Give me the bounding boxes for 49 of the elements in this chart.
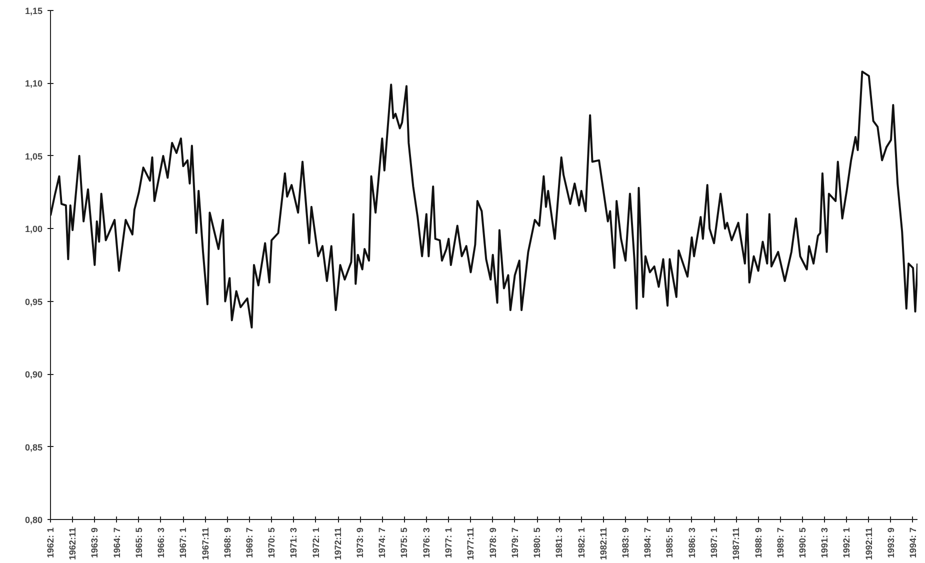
x-tick-label: 1962:11 [68,527,78,560]
x-tick-label: 1976: 3 [421,527,432,558]
x-tick-label: 1982:11 [598,527,608,560]
y-tick-label: 0,85 [24,442,43,452]
x-tick-label: 1994: 7 [908,527,918,558]
x-tick-label: 1978: 9 [488,527,498,558]
x-tick-label: 1970: 5 [266,527,277,558]
x-tick-label: 1973: 9 [355,527,366,558]
x-tick-label: 1969: 7 [244,527,254,558]
x-tick-label: 1980: 5 [532,527,542,558]
y-tick-label: 1,15 [24,6,43,16]
x-tick-label: 1972: 1 [310,527,321,558]
x-tick-label: 1977:11 [466,527,476,560]
x-tick-label: 1974: 7 [377,527,388,558]
x-tick-label: 1988: 9 [753,527,764,558]
x-tick-label: 1972:11 [333,527,344,560]
x-tick-label: 1987:11 [731,527,742,560]
line-series [50,70,918,329]
x-tick-label: 1989: 7 [775,527,786,558]
x-tick-label: 1992: 1 [842,527,852,558]
x-tick-label: 1993: 9 [886,527,896,558]
y-tick-label: 0,80 [24,515,43,525]
x-tick-label: 1967: 1 [178,527,188,558]
x-tick-label: 1966: 3 [156,527,166,558]
x-tick-label: 1987: 1 [709,527,720,558]
x-tick-label: 1991: 3 [819,527,830,558]
x-tick-label: 1985: 5 [664,527,675,558]
y-tick-label: 0,90 [24,370,43,380]
x-tick-label: 1979: 7 [510,527,520,558]
y-tick-label: 1,10 [24,78,43,89]
x-tick-label: 1963: 9 [90,527,100,558]
y-tick-label: 1,05 [24,151,43,162]
x-tick-label: 1962: 1 [46,527,56,558]
x-tick-label: 1971: 3 [288,527,299,558]
x-tick-label: 1984: 7 [642,527,653,558]
x-tick-label: 1967:11 [200,527,210,560]
x-tick-label: 1983: 9 [620,527,631,558]
x-tick-label: 1986: 3 [686,527,697,558]
y-tick-label: 1,00 [24,224,43,234]
x-tick-label: 1992:11 [864,527,874,560]
x-tick-label: 1982: 1 [576,527,586,558]
x-tick-label: 1990: 5 [797,527,808,558]
x-tick-label: 1968: 9 [222,527,232,558]
x-tick-label: 1977: 1 [444,527,454,558]
x-tick-label: 1965: 5 [134,527,144,558]
x-tick-label: 1964: 7 [112,527,122,558]
x-tick-label: 1975: 5 [399,527,410,558]
y-tick-label: 0,95 [24,296,43,307]
x-tick-label: 1981: 3 [554,527,564,558]
